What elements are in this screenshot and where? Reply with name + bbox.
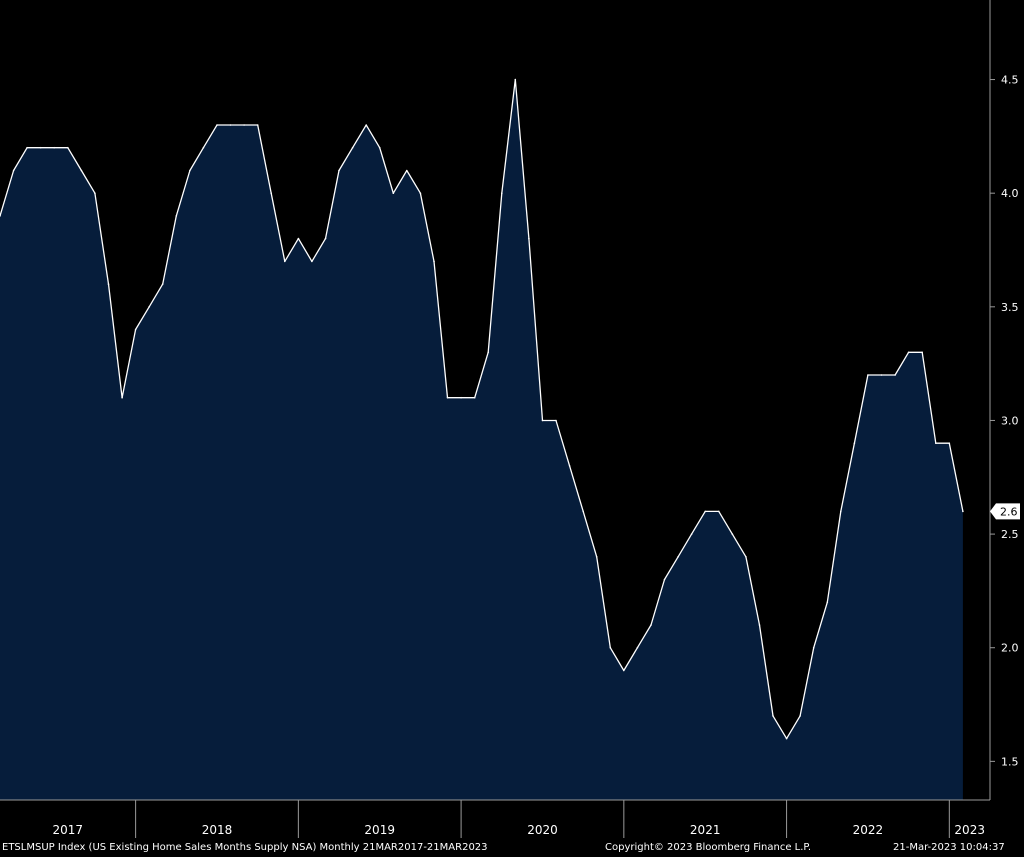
x-tick-label: 2017: [53, 823, 84, 837]
data-point-2022-08: [880, 374, 883, 376]
data-point-2019-10: [419, 192, 422, 194]
data-point-2021-03: [650, 624, 652, 626]
series-line: [0, 78, 964, 740]
data-point-2020-05: [514, 78, 517, 81]
y-tick-label: 4.0: [1001, 187, 1019, 200]
x-tick-label: 2018: [202, 823, 233, 837]
data-point-2023-02: [962, 510, 964, 513]
x-tick-label: 2019: [364, 823, 395, 837]
data-point-2019-08: [392, 192, 395, 194]
chart-footer: ETSLMSUP Index (US Existing Home Sales M…: [0, 840, 1024, 857]
data-point-2020-11: [595, 556, 598, 558]
data-point-2022-09: [894, 374, 896, 376]
data-point-2021-04: [663, 578, 666, 581]
data-point-2020-02: [473, 396, 476, 399]
data-point-2021-12: [772, 715, 774, 717]
last-value-badge: 2.6: [990, 503, 1020, 520]
data-point-2020-03: [487, 351, 490, 354]
data-point-2019-09: [406, 169, 408, 172]
data-point-2023-01: [948, 442, 951, 445]
data-point-2021-05: [677, 556, 679, 558]
data-point-2022-01: [785, 737, 788, 740]
data-point-2021-02: [636, 646, 639, 649]
data-point-2018-05: [189, 169, 191, 172]
data-point-2017-03: [0, 215, 1, 217]
data-point-2019-05: [351, 146, 354, 149]
data-point-2021-07: [704, 510, 706, 513]
data-point-2017-08: [67, 146, 69, 149]
data-point-2017-06: [39, 146, 42, 149]
data-point-2018-01: [134, 328, 137, 331]
data-point-2021-08: [718, 510, 720, 513]
data-point-2022-10: [907, 351, 910, 354]
data-point-2018-10: [256, 124, 259, 126]
data-point-2020-09: [568, 465, 571, 467]
data-point-2021-06: [690, 533, 693, 535]
data-point-2019-07: [378, 146, 381, 149]
data-point-2022-05: [840, 510, 842, 513]
data-point-2020-10: [582, 510, 584, 513]
data-point-2020-08: [555, 419, 557, 422]
data-point-2020-01: [460, 396, 462, 399]
x-tick-label: 2023: [954, 823, 985, 837]
y-tick-label: 3.0: [1001, 414, 1019, 427]
data-point-2022-03: [812, 646, 815, 649]
data-point-2020-07: [541, 419, 544, 422]
data-point-2018-04: [175, 215, 178, 217]
data-point-2020-04: [501, 192, 503, 194]
data-point-2018-08: [229, 124, 232, 126]
y-tick-label: 2.5: [1001, 528, 1019, 541]
series-description: ETSLMSUP Index (US Existing Home Sales M…: [2, 842, 488, 853]
data-point-2017-07: [53, 146, 55, 149]
data-point-2022-12: [935, 442, 937, 445]
data-point-2019-06: [365, 124, 368, 126]
data-point-2018-06: [202, 146, 205, 149]
data-point-2018-09: [243, 124, 245, 126]
y-tick-label: 2.0: [1001, 642, 1019, 655]
data-point-2022-06: [853, 442, 856, 445]
data-point-2018-12: [284, 260, 286, 263]
data-point-2022-07: [867, 374, 869, 376]
x-tick-label: 2021: [690, 823, 721, 837]
y-tick-label: 3.5: [1001, 301, 1019, 314]
data-point-2022-02: [799, 715, 801, 717]
data-point-2021-10: [745, 556, 747, 558]
data-point-2017-04: [12, 169, 15, 172]
data-point-2018-11: [270, 192, 273, 194]
last-value-label: 2.6: [1000, 505, 1018, 518]
data-point-2018-03: [161, 283, 164, 285]
data-point-2018-07: [216, 124, 218, 126]
timestamp: 21-Mar-2023 10:04:37: [893, 842, 1005, 853]
area-fill: [0, 79, 963, 800]
y-tick-label: 1.5: [1001, 755, 1019, 768]
data-point-2021-01: [623, 669, 625, 672]
data-point-2018-02: [148, 306, 150, 308]
data-point-2021-09: [731, 533, 734, 535]
data-point-2022-11: [921, 351, 923, 354]
x-tick-label: 2020: [527, 823, 558, 837]
data-point-2020-06: [528, 237, 530, 240]
data-point-2017-11: [107, 283, 110, 285]
data-point-2019-12: [446, 396, 449, 399]
data-point-2019-03: [324, 237, 327, 240]
data-point-2017-05: [26, 146, 28, 149]
data-point-2020-12: [609, 646, 612, 649]
data-point-2017-10: [94, 192, 96, 194]
copyright-notice: Copyright© 2023 Bloomberg Finance L.P.: [605, 842, 812, 853]
data-point-2019-04: [338, 169, 340, 172]
data-points: [0, 78, 964, 740]
x-tick-label: 2022: [853, 823, 884, 837]
data-point-2019-02: [311, 260, 313, 263]
data-point-2019-01: [297, 237, 300, 240]
data-point-2019-11: [433, 260, 435, 263]
data-point-2021-11: [758, 624, 761, 626]
y-tick-label: 4.5: [1001, 74, 1019, 87]
data-point-2022-04: [826, 601, 829, 604]
data-point-2017-12: [121, 396, 123, 399]
data-point-2017-09: [80, 169, 83, 172]
